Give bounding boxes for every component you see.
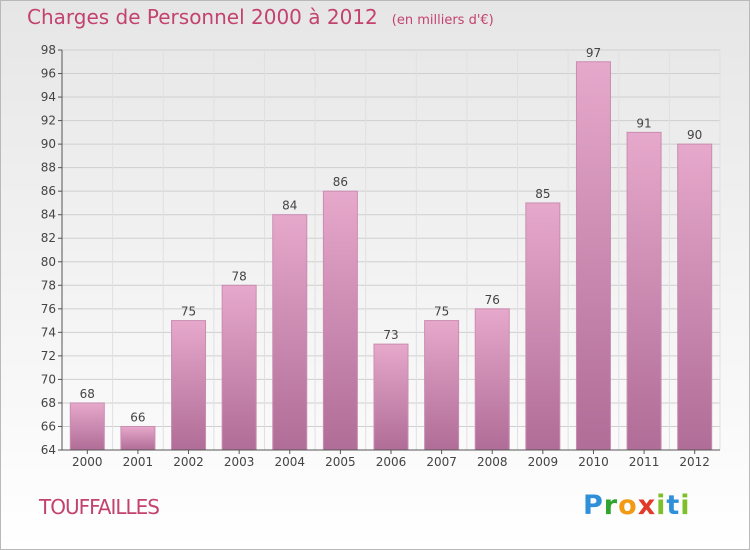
x-tick-label: 2001 <box>123 455 154 469</box>
x-tick-label: 2012 <box>679 455 710 469</box>
x-tick-label: 2008 <box>477 455 508 469</box>
bar-2004 <box>272 214 308 451</box>
x-tick-label: 2000 <box>72 455 103 469</box>
y-tick-label: 70 <box>41 372 56 386</box>
data-label: 97 <box>586 46 601 60</box>
bar-2001 <box>120 425 156 451</box>
bar-2005 <box>322 190 358 451</box>
data-label: 73 <box>383 328 398 342</box>
y-tick-label: 86 <box>41 184 56 198</box>
y-tick-label: 94 <box>41 90 56 104</box>
bar-2012 <box>677 143 713 451</box>
x-tick-label: 2009 <box>528 455 559 469</box>
x-tick-label: 2007 <box>426 455 457 469</box>
bar-2008 <box>474 308 510 451</box>
y-tick-label: 92 <box>41 114 56 128</box>
bar-2010 <box>575 61 611 451</box>
data-label: 66 <box>130 410 145 424</box>
bar-2003 <box>221 284 257 451</box>
chart-title: Charges de Personnel 2000 à 2012 (en mill… <box>27 5 494 29</box>
y-tick-label: 88 <box>41 161 56 175</box>
proxiti-logo: Proxiti <box>583 490 691 521</box>
y-tick-label: 98 <box>41 43 56 57</box>
y-tick-label: 76 <box>41 302 56 316</box>
data-label: 78 <box>232 269 247 283</box>
y-tick-label: 96 <box>41 67 56 81</box>
bars <box>69 61 713 451</box>
bar-2002 <box>171 320 207 451</box>
y-tick-label: 64 <box>41 443 56 457</box>
y-tick-label: 82 <box>41 231 56 245</box>
data-label: 86 <box>333 175 348 189</box>
y-tick-label: 90 <box>41 137 56 151</box>
x-tick-label: 2004 <box>274 455 305 469</box>
data-labels: 68 66 75 78 84 86 73 75 76 85 97 91 90 <box>80 46 703 425</box>
y-tick-label: 80 <box>41 255 56 269</box>
y-tick-label: 66 <box>41 419 56 433</box>
y-tick-label: 72 <box>41 349 56 363</box>
data-label: 90 <box>687 128 702 142</box>
y-tick-label: 74 <box>41 325 56 339</box>
data-label: 84 <box>282 199 297 213</box>
x-tick-label: 2006 <box>376 455 407 469</box>
bar-2011 <box>626 131 662 451</box>
data-label: 75 <box>181 305 196 319</box>
data-label: 91 <box>636 116 651 130</box>
x-tick-label: 2010 <box>578 455 609 469</box>
bar-2009 <box>525 202 561 451</box>
x-tick-label: 2005 <box>325 455 356 469</box>
x-tick-label: 2011 <box>629 455 660 469</box>
title-text: Charges de Personnel 2000 à 2012 <box>27 5 378 29</box>
bar-2006 <box>373 343 409 451</box>
data-label: 75 <box>434 305 449 319</box>
x-tick-label: 2003 <box>224 455 255 469</box>
x-tick-label: 2002 <box>173 455 204 469</box>
y-tick-label: 84 <box>41 208 56 222</box>
bar-2007 <box>424 320 460 451</box>
axes: 64 66 68 70 72 74 76 78 80 82 84 86 88 90 92 94 96 98 2000… <box>41 43 720 469</box>
data-label: 68 <box>80 387 95 401</box>
y-tick-label: 78 <box>41 278 56 292</box>
data-label: 76 <box>485 293 500 307</box>
y-tick-label: 68 <box>41 396 56 410</box>
bar-2000 <box>69 402 105 451</box>
chart-subtitle: (en milliers d'€) <box>391 13 494 28</box>
place-name: TOUFFAILLES <box>39 495 160 519</box>
data-label: 85 <box>535 187 550 201</box>
